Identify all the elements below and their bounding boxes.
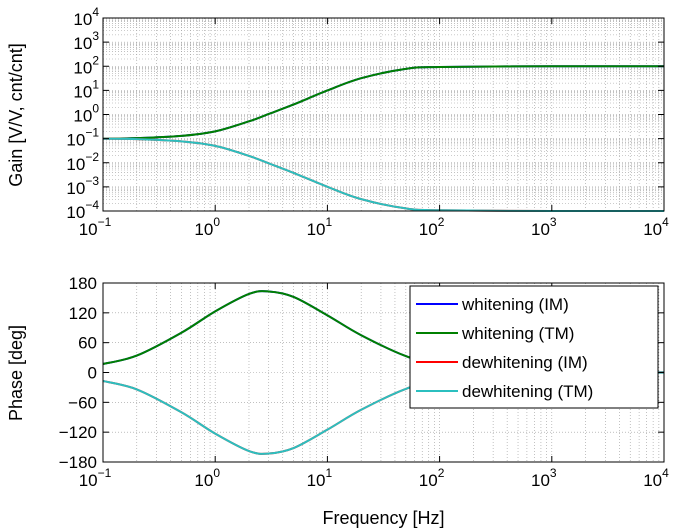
grid-lines <box>103 18 664 211</box>
y-tick-exponent: 4 <box>92 5 99 19</box>
x-tick-label: 102 <box>419 215 445 239</box>
legend-entry: whitening (TM) <box>461 324 574 343</box>
y-tick-label: 0 <box>88 364 97 383</box>
y-tick-label: 101 <box>73 77 99 101</box>
x-tick-label: 103 <box>531 215 557 239</box>
x-tick-base: 10 <box>307 471 326 490</box>
y-axis-title: Gain [V/V, cnt/cnt] <box>6 43 26 186</box>
x-tick-base: 10 <box>79 471 98 490</box>
x-tick-base: 10 <box>643 471 662 490</box>
y-tick-exponent: 1 <box>92 77 99 91</box>
y-tick-exponent: −2 <box>85 150 99 164</box>
y-tick-label: 180 <box>69 274 97 293</box>
y-tick-base: 10 <box>66 203 85 222</box>
series-line-whitening-tm <box>102 65 665 140</box>
x-tick-label: 101 <box>307 466 333 490</box>
y-tick-base: 10 <box>66 179 85 198</box>
y-tick-label: 10−1 <box>66 126 99 150</box>
x-tick-exponent: 1 <box>326 215 333 229</box>
x-tick-base: 10 <box>531 471 550 490</box>
y-tick-base: 10 <box>73 10 92 29</box>
x-tick-exponent: 2 <box>438 466 445 480</box>
x-tick-exponent: −1 <box>98 215 112 229</box>
x-tick-exponent: 0 <box>213 466 220 480</box>
phase-plot-panel: 10−1 100 101 102 103 104−180−120−60060120180P… <box>6 274 669 528</box>
x-tick-label: 103 <box>531 466 557 490</box>
x-tick-exponent: 4 <box>662 215 669 229</box>
y-tick-label: 104 <box>73 5 99 29</box>
legend-box <box>409 285 659 409</box>
y-tick-exponent: 2 <box>92 53 99 67</box>
y-tick-label: −180 <box>59 453 97 472</box>
y-tick-label: 102 <box>73 53 99 77</box>
y-tick-base: 10 <box>73 107 92 126</box>
x-tick-exponent: 2 <box>438 215 445 229</box>
x-tick-base: 10 <box>419 220 438 239</box>
x-tick-exponent: 1 <box>326 466 333 480</box>
y-tick-base: 10 <box>66 131 85 150</box>
x-tick-label: 101 <box>307 215 333 239</box>
x-axis-title: Frequency [Hz] <box>322 508 444 528</box>
y-tick-base: 10 <box>73 34 92 53</box>
y-tick-label: 120 <box>69 304 97 323</box>
y-tick-label: 10−2 <box>66 150 99 174</box>
x-tick-exponent: 3 <box>550 215 557 229</box>
x-tick-label: 100 <box>194 466 220 490</box>
y-tick-label: 100 <box>73 102 99 126</box>
x-tick-exponent: 0 <box>213 215 220 229</box>
y-tick-exponent: 3 <box>92 29 99 43</box>
legend-entry: whitening (IM) <box>461 295 569 314</box>
y-tick-base: 10 <box>66 155 85 174</box>
x-tick-label: 10−1 <box>79 215 112 239</box>
gain-plot-panel: 10−1 100 101 102 103 10410−410−310−210−110010… <box>6 5 669 239</box>
legend: whitening (IM) whitening (TM) dewhitening … <box>409 285 659 409</box>
x-tick-base: 10 <box>79 220 98 239</box>
y-tick-exponent: −4 <box>85 198 99 212</box>
x-tick-base: 10 <box>643 220 662 239</box>
x-tick-base: 10 <box>194 471 213 490</box>
x-tick-base: 10 <box>419 471 438 490</box>
x-tick-base: 10 <box>194 220 213 239</box>
legend-entry: dewhitening (IM) <box>462 353 588 372</box>
y-tick-label: −60 <box>68 393 97 412</box>
y-tick-exponent: 0 <box>92 102 99 116</box>
x-tick-exponent: −1 <box>98 466 112 480</box>
x-tick-label: 100 <box>194 215 220 239</box>
x-tick-label: 104 <box>643 466 669 490</box>
y-tick-label: 10−4 <box>66 198 99 222</box>
x-tick-exponent: 3 <box>550 466 557 480</box>
y-tick-exponent: −1 <box>85 126 99 140</box>
x-tick-exponent: 4 <box>662 466 669 480</box>
grid-lines <box>103 283 664 462</box>
y-tick-base: 10 <box>73 58 92 77</box>
y-axis-title: Phase [deg] <box>6 325 26 421</box>
y-tick-label: 60 <box>78 334 97 353</box>
y-tick-label: 103 <box>73 29 99 53</box>
x-tick-label: 102 <box>419 466 445 490</box>
x-tick-label: 10−1 <box>79 466 112 490</box>
x-tick-base: 10 <box>531 220 550 239</box>
y-tick-base: 10 <box>73 82 92 101</box>
legend-entry: dewhitening (TM) <box>462 382 593 401</box>
x-tick-base: 10 <box>307 220 326 239</box>
y-tick-exponent: −3 <box>85 174 99 188</box>
y-tick-label: 10−3 <box>66 174 99 198</box>
x-tick-label: 104 <box>643 215 669 239</box>
y-tick-label: −120 <box>59 423 97 442</box>
